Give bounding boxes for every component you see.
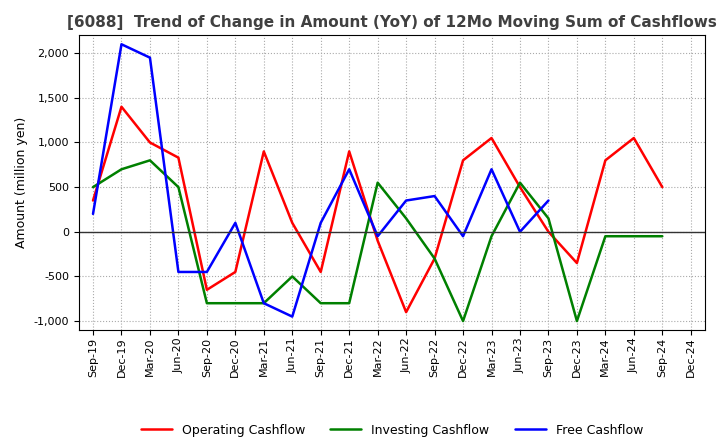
Investing Cashflow [259, 301, 268, 306]
Free Cashflow [345, 167, 354, 172]
Investing Cashflow [145, 158, 154, 163]
Investing Cashflow [89, 184, 97, 190]
Operating Cashflow [658, 184, 667, 190]
Operating Cashflow [374, 238, 382, 243]
Free Cashflow [431, 194, 439, 199]
Investing Cashflow [174, 184, 183, 190]
Free Cashflow [544, 198, 553, 203]
Free Cashflow [145, 55, 154, 60]
Investing Cashflow [231, 301, 240, 306]
Investing Cashflow [345, 301, 354, 306]
Operating Cashflow [288, 220, 297, 225]
Operating Cashflow [145, 140, 154, 145]
Investing Cashflow [572, 319, 581, 324]
Operating Cashflow [516, 184, 524, 190]
Operating Cashflow [117, 104, 126, 110]
Operating Cashflow [202, 287, 211, 293]
Operating Cashflow [259, 149, 268, 154]
Free Cashflow [316, 220, 325, 225]
Operating Cashflow [316, 269, 325, 275]
Free Cashflow [288, 314, 297, 319]
Free Cashflow [374, 234, 382, 239]
Free Cashflow [459, 234, 467, 239]
Investing Cashflow [487, 234, 496, 239]
Operating Cashflow [174, 155, 183, 160]
Free Cashflow [487, 167, 496, 172]
Line: Investing Cashflow: Investing Cashflow [93, 160, 662, 321]
Operating Cashflow [487, 136, 496, 141]
Free Cashflow [174, 269, 183, 275]
Investing Cashflow [516, 180, 524, 185]
Operating Cashflow [544, 229, 553, 235]
Investing Cashflow [402, 216, 410, 221]
Investing Cashflow [459, 319, 467, 324]
Free Cashflow [516, 229, 524, 235]
Legend: Operating Cashflow, Investing Cashflow, Free Cashflow: Operating Cashflow, Investing Cashflow, … [135, 419, 648, 440]
Title: [6088]  Trend of Change in Amount (YoY) of 12Mo Moving Sum of Cashflows: [6088] Trend of Change in Amount (YoY) o… [67, 15, 717, 30]
Investing Cashflow [431, 256, 439, 261]
Operating Cashflow [459, 158, 467, 163]
Investing Cashflow [117, 167, 126, 172]
Free Cashflow [202, 269, 211, 275]
Free Cashflow [89, 211, 97, 216]
Operating Cashflow [431, 256, 439, 261]
Investing Cashflow [658, 234, 667, 239]
Operating Cashflow [629, 136, 638, 141]
Operating Cashflow [345, 149, 354, 154]
Investing Cashflow [374, 180, 382, 185]
Operating Cashflow [402, 309, 410, 315]
Free Cashflow [259, 301, 268, 306]
Investing Cashflow [629, 234, 638, 239]
Free Cashflow [117, 42, 126, 47]
Free Cashflow [231, 220, 240, 225]
Operating Cashflow [89, 198, 97, 203]
Operating Cashflow [601, 158, 610, 163]
Investing Cashflow [544, 216, 553, 221]
Free Cashflow [402, 198, 410, 203]
Line: Free Cashflow: Free Cashflow [93, 44, 549, 317]
Investing Cashflow [288, 274, 297, 279]
Line: Operating Cashflow: Operating Cashflow [93, 107, 662, 312]
Investing Cashflow [601, 234, 610, 239]
Operating Cashflow [231, 269, 240, 275]
Investing Cashflow [202, 301, 211, 306]
Operating Cashflow [572, 260, 581, 266]
Y-axis label: Amount (million yen): Amount (million yen) [15, 117, 28, 248]
Investing Cashflow [316, 301, 325, 306]
